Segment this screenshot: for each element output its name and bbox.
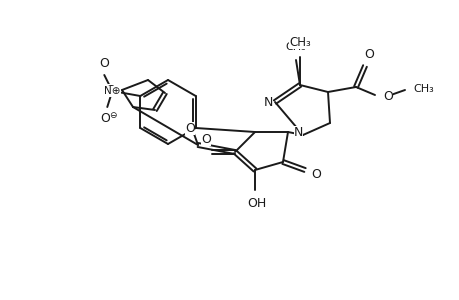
Text: CH₃: CH₃ [289,36,310,49]
Text: O: O [310,167,320,181]
Text: N: N [263,95,272,109]
Text: O: O [382,89,392,103]
Text: O: O [185,122,195,135]
Text: O: O [100,112,110,125]
Text: O: O [363,48,373,61]
Text: O: O [99,57,109,70]
Text: CH₃: CH₃ [285,42,306,52]
Text: OH: OH [247,197,266,210]
Text: O: O [201,133,211,146]
Text: ⊖: ⊖ [109,111,117,120]
Text: N: N [293,125,303,139]
Text: CH₃: CH₃ [412,84,433,94]
Text: N⊕: N⊕ [104,86,120,96]
Text: S: S [106,83,114,97]
